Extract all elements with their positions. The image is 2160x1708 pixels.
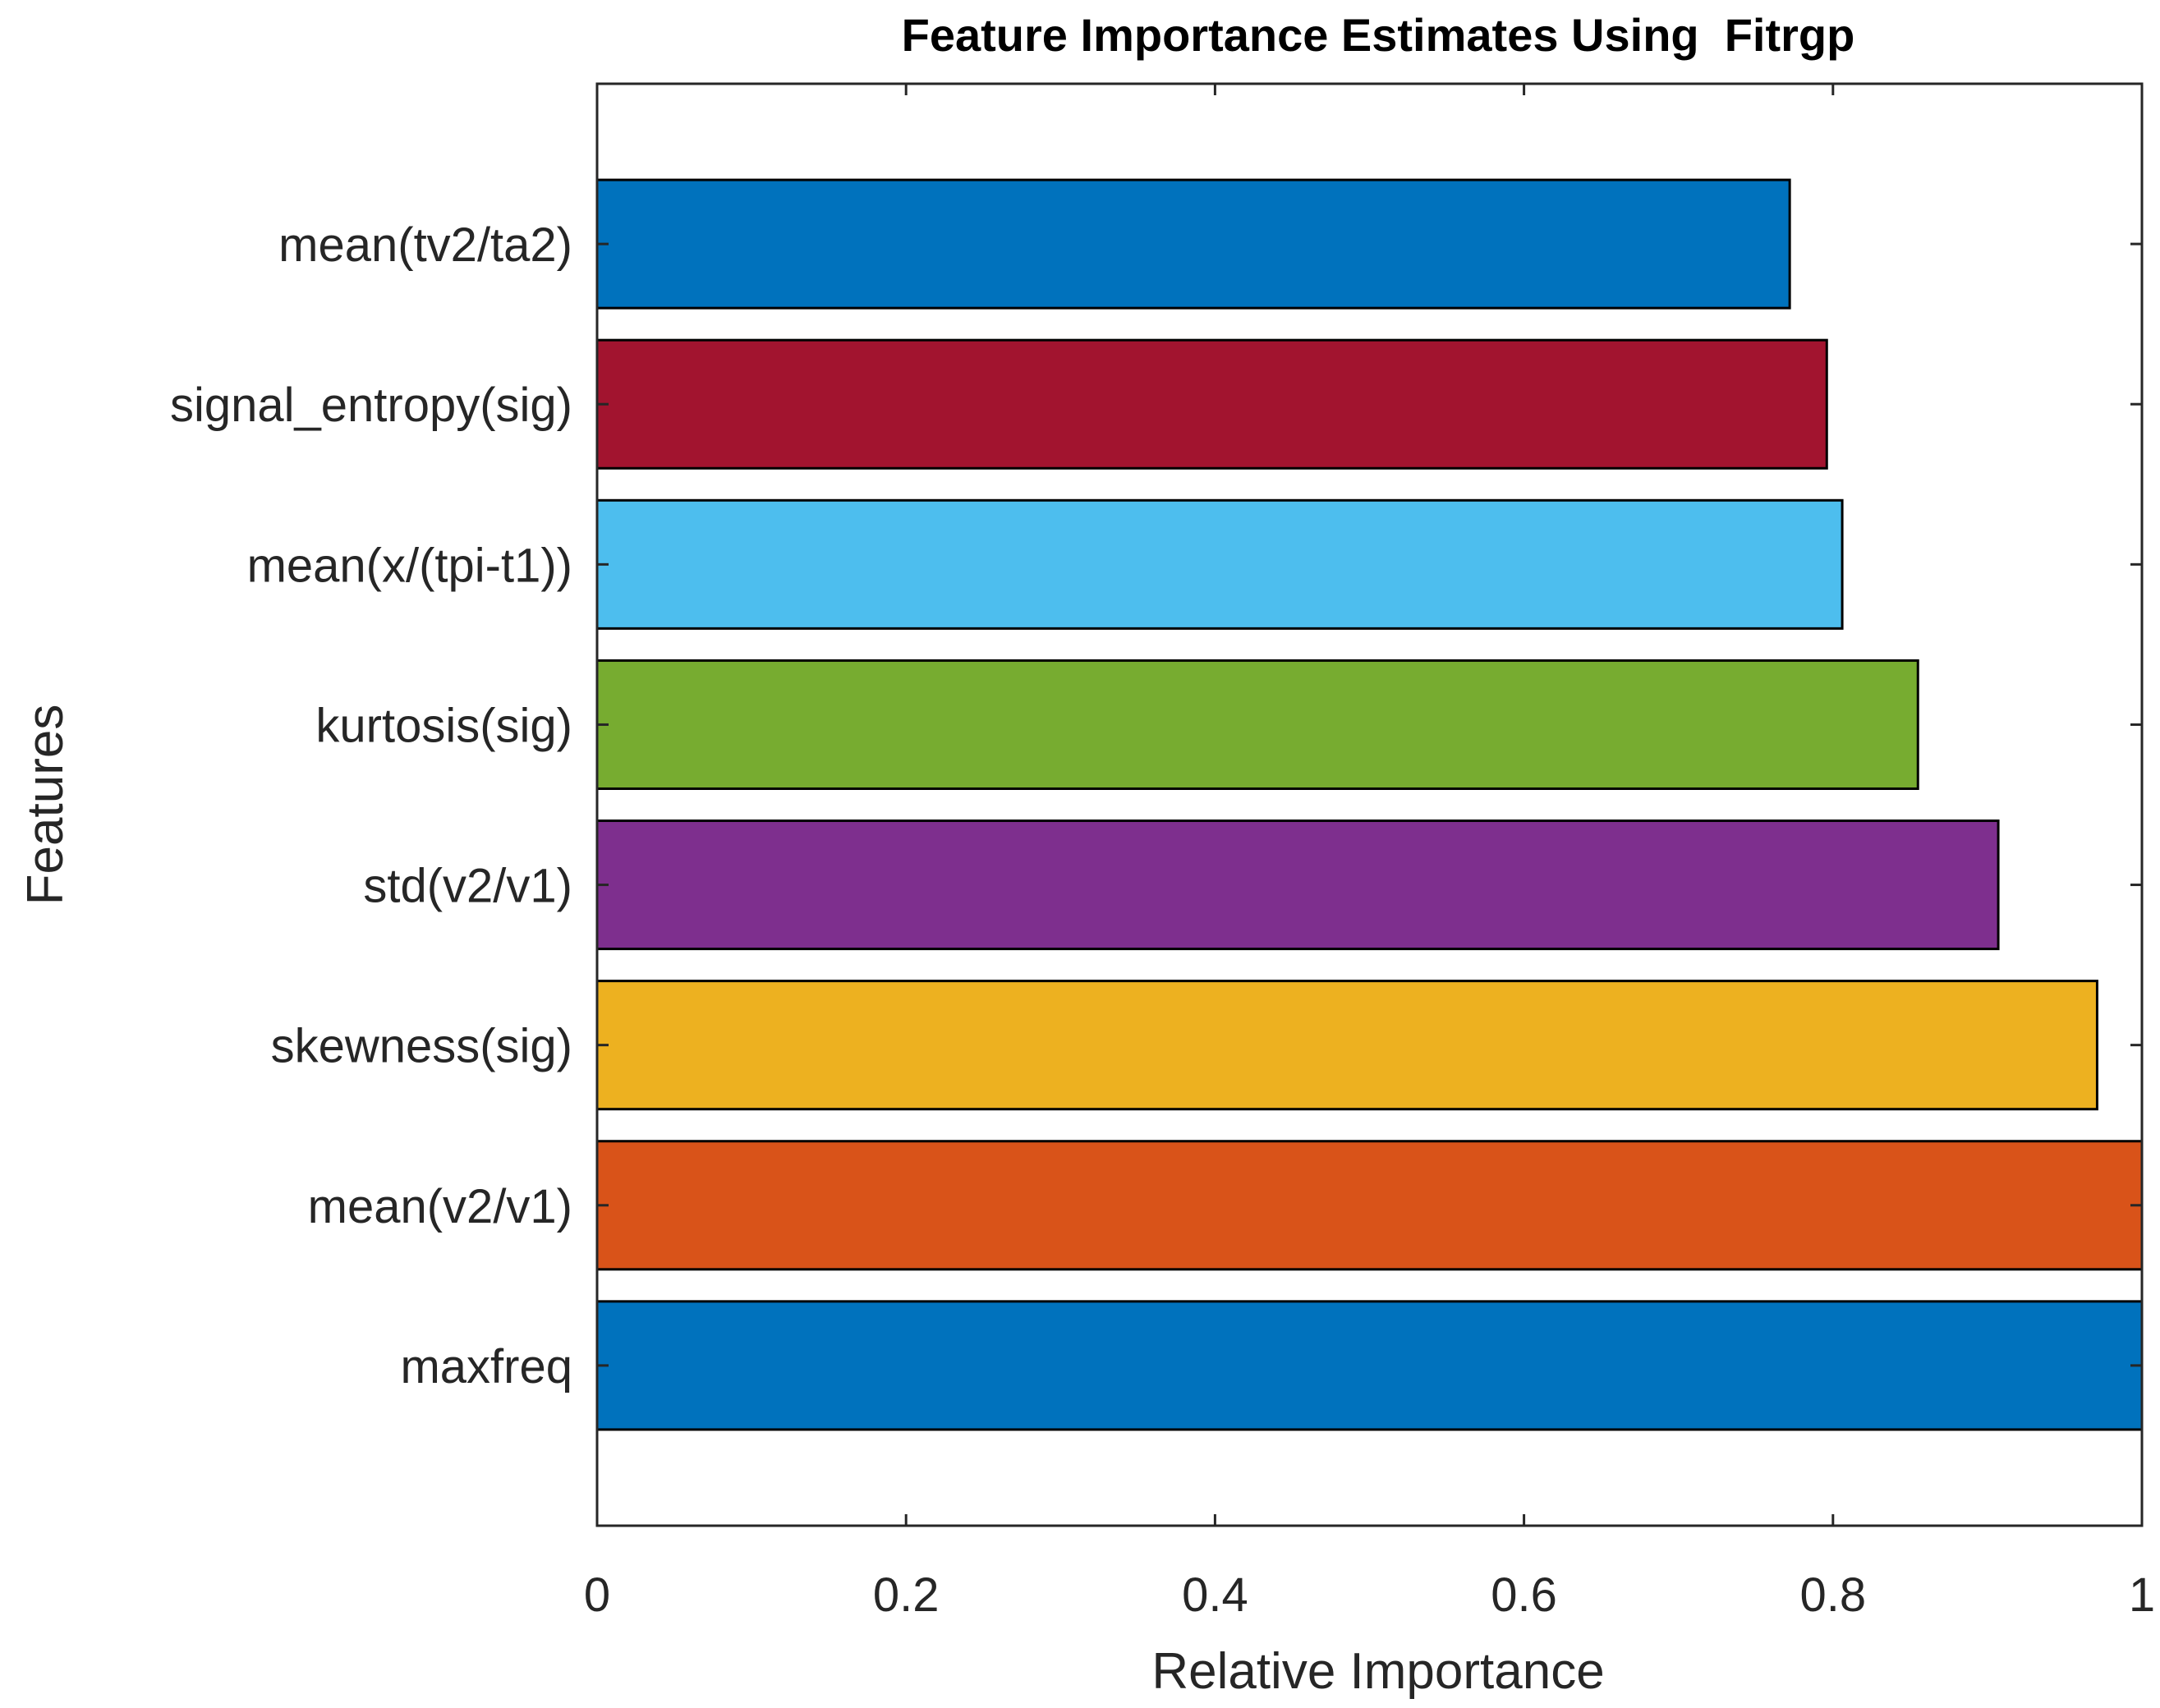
x-tick-label-2: 0.2	[873, 1568, 940, 1622]
bar-5	[595, 820, 2000, 951]
bar-3	[595, 498, 1844, 630]
y-tick-label-7: mean(v2/v1)	[308, 1180, 572, 1233]
y-tick-label-6: skewness(sig)	[271, 1020, 572, 1073]
bar-6	[595, 980, 2098, 1111]
category-labels-layer: mean(tv2/ta2) signal_entropy(sig) mean(x/(…	[170, 218, 572, 1393]
y-tick-label-8: maxfreq	[400, 1340, 572, 1393]
y-tick-label-5: std(v2/v1)	[363, 860, 572, 913]
y-tick-label-2: signal_entropy(sig)	[170, 379, 572, 432]
y-tick-label-4: kurtosis(sig)	[315, 699, 572, 752]
ticks-layer: 0 0.2 0.4 0.6 0.8 1	[584, 84, 2155, 1622]
y-tick-label-1: mean(tv2/ta2)	[278, 218, 572, 272]
bar-2	[595, 338, 1828, 470]
bar-4	[595, 659, 1919, 790]
bar-7	[595, 1140, 2144, 1271]
x-tick-label-1: 0	[584, 1568, 610, 1622]
bars-layer	[595, 178, 2144, 1431]
bar-1	[595, 178, 1791, 310]
chart-title: Feature Importance Estimates Using Fitrg…	[902, 9, 1855, 61]
y-tick-label-3: mean(x/(tpi-t1))	[247, 539, 572, 592]
x-tick-label-4: 0.6	[1491, 1568, 1557, 1622]
x-axis-label: Relative Importance	[1151, 1643, 1604, 1700]
bar-8	[595, 1300, 2144, 1431]
plot-area-frame	[595, 82, 2144, 1527]
x-tick-label-6: 1	[2129, 1568, 2155, 1622]
x-tick-label-3: 0.4	[1182, 1568, 1248, 1622]
x-tick-label-5: 0.8	[1799, 1568, 1866, 1622]
y-axis-label: Features	[17, 705, 74, 906]
